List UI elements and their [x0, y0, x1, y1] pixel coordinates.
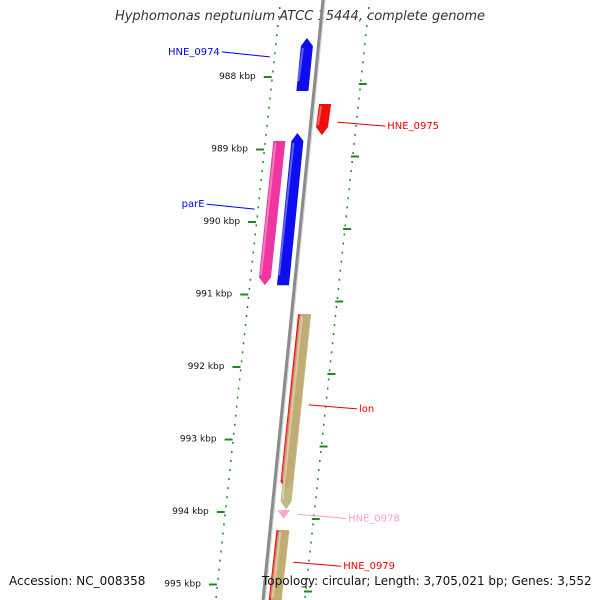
- tick-label: 992 kbp: [188, 362, 225, 372]
- backbone-layer: [261, 0, 326, 600]
- leader-line: [298, 513, 347, 519]
- gene-layer: [258, 38, 332, 600]
- label-layer: HNE_0974 HNE_0975 parE lon HNE_0978 HNE_0979: [168, 47, 439, 572]
- gene-label-hne_0979: HNE_0979: [343, 561, 395, 572]
- accession-text: Accession: NC_008358: [9, 574, 146, 588]
- gene-highlight: [316, 105, 323, 126]
- gene-label-lon: lon: [359, 404, 374, 415]
- gene-highlight: [259, 142, 277, 276]
- gene-arrow-feature-2: [258, 140, 286, 286]
- genome-summary-text: Topology: circular; Length: 3,705,021 bp…: [262, 574, 592, 588]
- tick-label: 991 kbp: [196, 290, 233, 300]
- gene-arrow-pare: [276, 132, 304, 286]
- gene-arrow-hne_0974: [296, 38, 313, 91]
- leader-line: [308, 404, 358, 410]
- tick-layer: 988 kbp 989 kbp 990 kbp 991 kbp 992 kbp 993 k…: [164, 7, 370, 598]
- gene-highlight: [271, 532, 282, 598]
- gene-label-hne_0974: HNE_0974: [168, 47, 220, 58]
- gene-arrow-feature-8: [270, 530, 290, 600]
- leader-line: [206, 203, 255, 210]
- tick-label: 988 kbp: [219, 72, 256, 82]
- gene-arrow-hne_0978: [277, 510, 291, 519]
- gene-label-hne_0975: HNE_0975: [387, 121, 439, 132]
- tick-label: 990 kbp: [203, 217, 240, 227]
- gene-highlight: [281, 316, 304, 500]
- leader-line: [337, 121, 386, 127]
- gene-highlight: [297, 47, 304, 82]
- tick-label: 989 kbp: [211, 145, 248, 155]
- backbone-highlight: [264, 0, 326, 600]
- backbone-line: [261, 0, 326, 600]
- tick-label: 993 kbp: [180, 435, 217, 445]
- map-title: Hyphomonas neptunium ATCC 15444, complet…: [114, 9, 486, 24]
- tick-label: 995 kbp: [164, 580, 201, 590]
- gene-arrow-hne_0975: [315, 104, 332, 136]
- gene-highlight: [277, 142, 295, 276]
- tick-label: 994 kbp: [172, 507, 209, 517]
- gene-label-pare: parE: [182, 199, 205, 210]
- leader-line: [221, 51, 270, 58]
- gene-arrow-feature-5: [280, 314, 312, 510]
- gene-label-hne_0978: HNE_0978: [348, 513, 400, 524]
- gene-highlight: [278, 508, 282, 513]
- leader-line: [293, 561, 342, 567]
